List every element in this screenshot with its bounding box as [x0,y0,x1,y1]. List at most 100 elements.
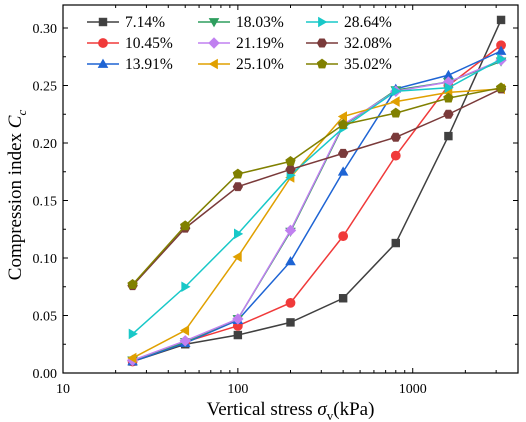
data-point [337,166,349,176]
x-tick-label: 1000 [399,382,427,397]
legend-marker [316,58,328,69]
y-tick-label: 0.05 [33,310,58,325]
data-point [337,111,348,122]
legend-label: 13.91% [125,56,173,73]
data-point [444,131,453,141]
y-tick-label: 0.25 [33,80,58,95]
legend-entry: 35.02% [306,56,392,73]
series-18.03% [127,57,507,366]
data-point [496,15,506,25]
legend-label: 35.02% [344,56,392,73]
legend-entry: 7.14% [87,14,165,31]
y-axis-label-symbol: C [5,115,26,128]
data-point [128,328,138,340]
x-axis-label: Vertical stress σv(kPa) [207,399,375,422]
y-axis-label-base: Compression index [5,128,26,280]
data-point [179,325,190,336]
data-point [284,224,297,237]
data-point [390,107,401,118]
legend-entry: 28.64% [306,14,392,31]
data-point [127,279,138,289]
data-point [285,256,296,266]
y-axis-label: Compression index Cc [5,110,29,281]
plot-marks [126,15,507,367]
legend-marker [208,37,220,49]
series-32.08% [127,84,507,291]
y-tick-label: 0.00 [33,367,58,382]
series-line [132,59,502,362]
series-7.14% [128,15,506,366]
legend-marker [208,18,220,28]
y-tick-label: 0.30 [33,22,58,37]
data-point [442,76,455,88]
y-tick-label: 0.20 [33,137,58,152]
legend-label: 21.19% [236,35,284,52]
data-point [233,330,243,340]
data-point [444,82,454,94]
axis-ticks: 0.00 0.05 0.10 0.15 0.20 0.25 0.30 10 100 1000 [33,5,519,397]
legend-entry: 21.19% [198,35,284,52]
data-point [232,168,244,179]
legend-marker [98,17,108,27]
y-tick-label: 0.15 [33,195,58,210]
legend: 7.14% 10.45% 13.91% 18.03% 21.19% 25.10% 28.64… [87,14,392,73]
data-point [127,352,137,364]
series-line [132,87,502,285]
legend-label: 32.08% [344,35,392,52]
y-axis-label-sub: c [14,110,29,116]
legend-label: 28.64% [344,14,392,31]
data-point [337,148,349,158]
data-point [232,313,244,325]
y-tick-label: 0.10 [33,252,58,267]
x-tick-label: 10 [56,382,70,397]
data-point [285,164,296,174]
data-point [338,294,348,303]
legend-entry: 10.45% [87,35,173,52]
data-point [232,251,242,263]
data-point [443,92,454,103]
legend-label: 10.45% [125,35,173,52]
data-point [179,335,191,347]
series-line [132,88,502,287]
data-point [338,231,349,242]
legend-label: 25.10% [236,56,284,73]
legend-entry: 13.91% [87,56,173,73]
x-axis-label-symbol: σ [317,399,327,420]
data-point [180,220,191,231]
legend-entry: 25.10% [198,56,284,73]
data-point [391,85,402,97]
data-point [443,109,454,119]
series-line [132,50,502,363]
data-point [391,238,400,248]
legend-marker [316,38,328,48]
data-point [337,119,349,129]
series-line [132,19,502,363]
data-point [232,182,244,192]
legend-marker [318,16,328,28]
legend-entry: 18.03% [198,14,284,31]
data-point [285,155,296,166]
data-point [390,132,401,142]
series-line [132,60,502,362]
legend-marker [208,58,218,70]
legend-entry: 32.08% [306,35,392,52]
legend-label: 18.03% [236,14,284,31]
data-point [497,53,507,65]
data-point [181,281,191,293]
series-35.02% [127,82,507,289]
data-point [234,228,244,240]
legend-marker [98,38,108,48]
data-point [286,318,295,327]
data-point [390,96,400,107]
legend-label: 7.14% [125,14,165,31]
data-point [285,297,296,308]
legend-marker [97,58,109,68]
x-tick-label: 100 [227,382,248,397]
series-line [132,58,502,335]
x-axis-label-unit: (kPa) [333,399,374,420]
x-axis-label-sub: v [327,408,334,422]
x-axis-label-base: Vertical stress [207,399,318,420]
data-point [495,82,507,93]
data-point [390,150,401,161]
